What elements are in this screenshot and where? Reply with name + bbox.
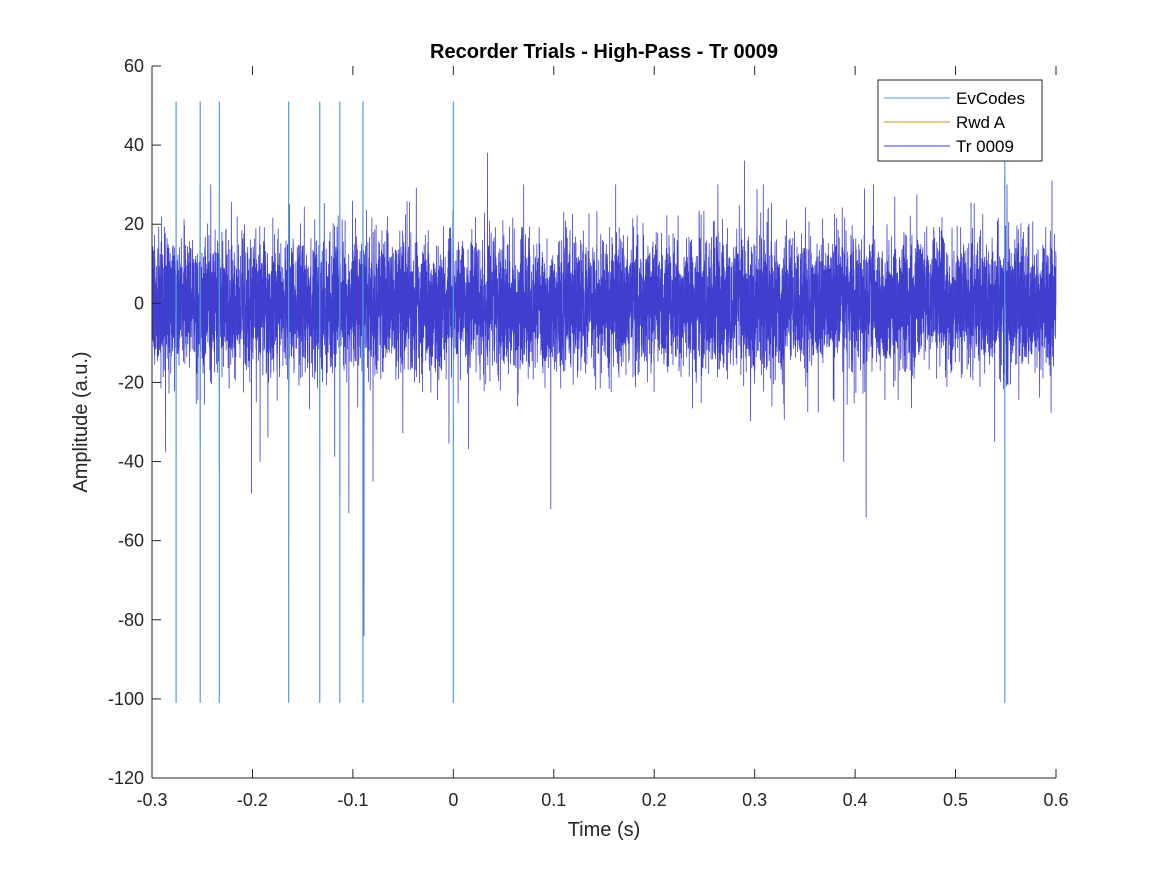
y-tick-label: -40 — [118, 452, 144, 472]
legend-box — [877, 79, 1043, 162]
series-line-tr-0009 — [151, 152, 1057, 636]
x-tick-label: 0.4 — [843, 790, 868, 810]
x-tick-label: 0.2 — [642, 790, 667, 810]
y-tick-label: -100 — [108, 689, 144, 709]
y-tick-label: 40 — [124, 135, 144, 155]
y-tick-label: 0 — [134, 293, 144, 313]
y-tick-label: 20 — [124, 214, 144, 234]
y-tick-label: -120 — [108, 768, 144, 788]
x-tick-label: -0.1 — [337, 790, 368, 810]
axes-frame — [151, 66, 1056, 779]
chart-title: Recorder Trials - High-Pass - Tr 0009 — [430, 41, 778, 63]
y-tick-label: -60 — [118, 531, 144, 551]
x-tick-label: 0.1 — [541, 790, 566, 810]
plot-area — [151, 66, 1057, 778]
event-layer — [175, 101, 1006, 703]
x-tick-label: -0.2 — [237, 790, 268, 810]
legend-label-tr-0009: Tr 0009 — [956, 137, 1014, 156]
x-tick-label: 0 — [448, 790, 458, 810]
legend: EvCodes Rwd A Tr 0009 — [877, 79, 1043, 162]
y-axis-ticks: 60 40 20 0 -20 -40 -60 -80 -100 -120 — [108, 56, 161, 788]
trace-layer — [151, 152, 1057, 636]
x-tick-label: -0.3 — [136, 790, 167, 810]
legend-label-rwd-a: Rwd A — [956, 113, 1006, 132]
axes-background — [152, 66, 1056, 778]
legend-label-evcodes: EvCodes — [956, 89, 1025, 108]
x-tick-label: 0.5 — [943, 790, 968, 810]
y-tick-label: 60 — [124, 56, 144, 76]
y-tick-label: -20 — [118, 372, 144, 392]
x-axis-ticks: -0.3 -0.2 -0.1 0 0.1 0.2 0.3 0.4 0.5 0.6 — [136, 66, 1069, 810]
y-axis-label: Amplitude (a.u.) — [70, 351, 92, 492]
x-tick-label: 0.3 — [742, 790, 767, 810]
x-axis-label: Time (s) — [568, 819, 641, 841]
x-tick-label: 0.6 — [1043, 790, 1068, 810]
y-tick-label: -80 — [118, 610, 144, 630]
